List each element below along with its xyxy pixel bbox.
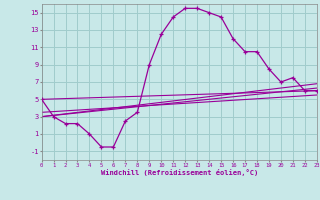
X-axis label: Windchill (Refroidissement éolien,°C): Windchill (Refroidissement éolien,°C) xyxy=(100,169,258,176)
